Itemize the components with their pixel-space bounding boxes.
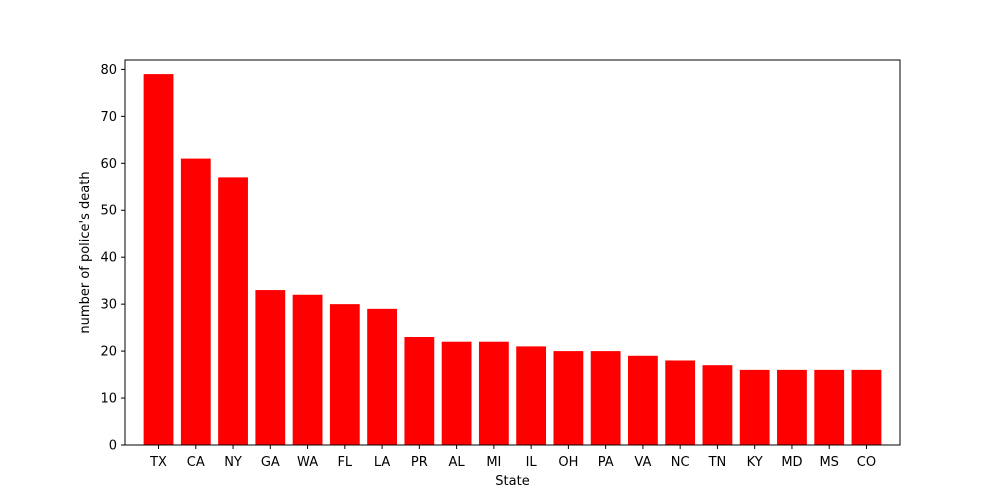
x-tick-label: TN: [708, 455, 727, 470]
x-tick-label: WA: [297, 455, 318, 470]
bar-WA: [292, 294, 323, 445]
y-tick-label: 80: [100, 63, 117, 78]
x-tick-label: PR: [411, 455, 428, 470]
bar-PR: [404, 337, 435, 445]
x-tick-label: TX: [149, 455, 167, 470]
bar-AL: [441, 341, 472, 445]
bar-LA: [367, 308, 397, 445]
x-tick-label: AL: [449, 455, 466, 470]
x-tick-label: OH: [558, 455, 578, 470]
bars-group: [143, 74, 882, 446]
bar-OH: [553, 351, 584, 445]
x-tick-label: KY: [747, 455, 763, 470]
x-tick-label: CA: [187, 455, 205, 470]
bar-TX: [143, 74, 174, 446]
y-tick-label: 20: [100, 345, 117, 360]
y-tick-label: 50: [100, 204, 117, 219]
bar-CA: [180, 158, 211, 445]
x-tick-label: LA: [374, 455, 391, 470]
x-tick-label: NY: [224, 455, 242, 470]
y-axis-ticks: 0 10 20 30 40 50 60 70 80: [100, 63, 125, 454]
x-axis-label: State: [495, 474, 529, 489]
y-tick-label: 70: [100, 110, 117, 125]
y-tick-label: 30: [100, 298, 117, 313]
x-tick-label: NC: [671, 455, 690, 470]
bar-MS: [814, 369, 845, 445]
bar-VA: [628, 355, 658, 445]
bar-TN: [702, 365, 733, 445]
plot-frame: [124, 59, 901, 446]
bar-NY: [218, 177, 248, 445]
bar-NC: [665, 360, 696, 445]
x-tick-label: GA: [261, 455, 280, 470]
x-tick-label: MD: [781, 455, 802, 470]
bar-PA: [590, 351, 621, 445]
y-tick-label: 10: [100, 392, 117, 407]
y-axis-label: number of police's death: [78, 171, 93, 333]
x-axis-ticks: TX CA NY GA WA FL LA PR AL MI IL OH PA VA NC TN KY MD MS CO: [149, 445, 876, 470]
bar-GA: [255, 290, 286, 445]
bar-IL: [516, 346, 547, 445]
y-tick-label: 60: [100, 157, 117, 172]
y-tick-label: 0: [109, 439, 117, 454]
x-tick-label: PA: [598, 455, 614, 470]
x-tick-label: MI: [486, 455, 501, 470]
bar-MI: [478, 341, 509, 445]
x-tick-label: IL: [526, 455, 538, 470]
x-tick-label: VA: [634, 455, 651, 470]
bar-FL: [329, 304, 360, 445]
x-tick-label: FL: [337, 455, 352, 470]
x-tick-label: CO: [857, 455, 876, 470]
bar-CO: [851, 369, 882, 445]
y-tick-label: 40: [100, 251, 117, 266]
x-tick-label: MS: [819, 455, 838, 470]
bar-MD: [777, 369, 807, 445]
bar-KY: [739, 369, 770, 445]
